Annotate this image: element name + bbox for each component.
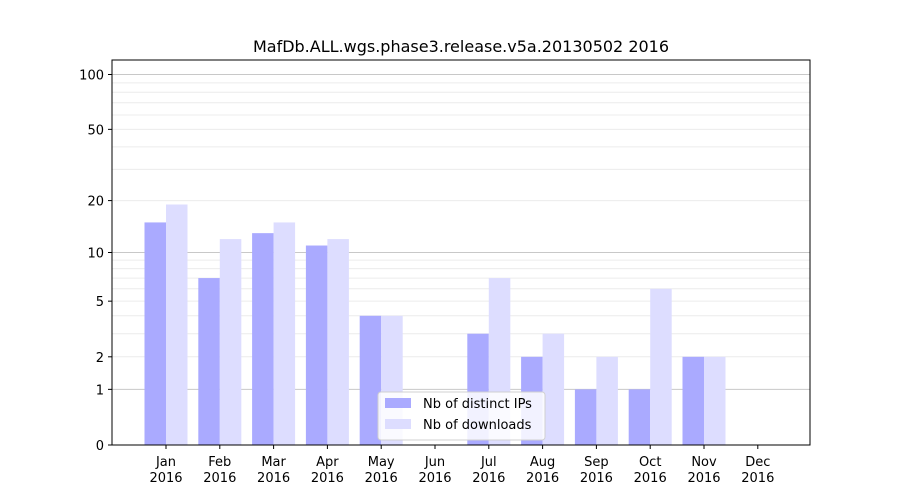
x-tick-label-month: May	[368, 455, 395, 470]
y-tick-label: 5	[96, 295, 104, 310]
x-tick-label-month: Oct	[639, 455, 661, 470]
x-tick-label-month: Dec	[745, 455, 770, 470]
bar-distinct-ips	[305, 245, 328, 445]
x-tick-label-month: Jan	[155, 455, 176, 470]
y-tick-label: 50	[87, 123, 104, 138]
y-tick-label: 20	[87, 195, 104, 210]
x-tick-label-year: 2016	[203, 471, 236, 486]
bar-downloads	[273, 222, 296, 445]
x-tick-label-year: 2016	[365, 471, 398, 486]
x-tick-label-month: Aug	[530, 455, 555, 470]
bar-distinct-ips	[144, 222, 166, 445]
bar-downloads	[166, 204, 188, 445]
y-tick-label: 100	[79, 69, 104, 84]
x-tick-label-month: Mar	[261, 455, 286, 470]
bar-downloads	[704, 356, 726, 445]
legend-swatch	[385, 419, 411, 429]
x-tick-label-year: 2016	[418, 471, 451, 486]
legend: Nb of distinct IPs Nb of downloads	[377, 391, 546, 441]
bar-distinct-ips	[359, 315, 382, 445]
y-tick-label: 0	[96, 439, 104, 454]
y-axis: 0 1 2 5 10 20 50 100	[79, 69, 112, 454]
bar-downloads	[596, 356, 618, 445]
chart-title: MafDb.ALL.wgs.phase3.release.v5a.2013050…	[253, 37, 669, 56]
y-tick-label: 10	[87, 247, 104, 262]
legend-box	[377, 391, 546, 441]
legend-swatch	[385, 398, 411, 408]
x-tick-label-year: 2016	[257, 471, 290, 486]
x-tick-label-year: 2016	[741, 471, 774, 486]
bar-downloads	[542, 333, 565, 445]
x-tick-label-month: Jul	[480, 455, 497, 470]
bar-distinct-ips	[628, 389, 651, 445]
bar-distinct-ips	[252, 233, 274, 445]
bar-downloads	[219, 239, 242, 445]
legend-label: Nb of downloads	[423, 418, 532, 433]
x-tick-label-year: 2016	[687, 471, 720, 486]
x-tick-label-month: Jun	[424, 455, 445, 470]
y-tick-label: 1	[96, 383, 104, 398]
x-tick-label-month: Feb	[208, 455, 231, 470]
x-tick-label-year: 2016	[472, 471, 505, 486]
x-tick-label-month: Sep	[584, 455, 609, 470]
bar-downloads	[327, 239, 349, 445]
bar-distinct-ips	[198, 278, 220, 445]
x-axis: Jan2016Feb2016Mar2016Apr2016May2016Jun20…	[149, 445, 774, 486]
bars	[144, 204, 726, 445]
bar-downloads	[650, 288, 672, 445]
bar-distinct-ips	[574, 389, 597, 445]
x-tick-label-year: 2016	[149, 471, 182, 486]
x-tick-label-year: 2016	[311, 471, 344, 486]
legend-label: Nb of distinct IPs	[423, 397, 532, 412]
x-tick-label-year: 2016	[526, 471, 559, 486]
x-tick-label-month: Nov	[691, 455, 717, 470]
x-tick-label-year: 2016	[580, 471, 613, 486]
x-tick-label-month: Apr	[316, 455, 339, 470]
y-tick-label: 2	[96, 351, 104, 366]
bar-distinct-ips	[682, 356, 704, 445]
x-tick-label-year: 2016	[634, 471, 667, 486]
